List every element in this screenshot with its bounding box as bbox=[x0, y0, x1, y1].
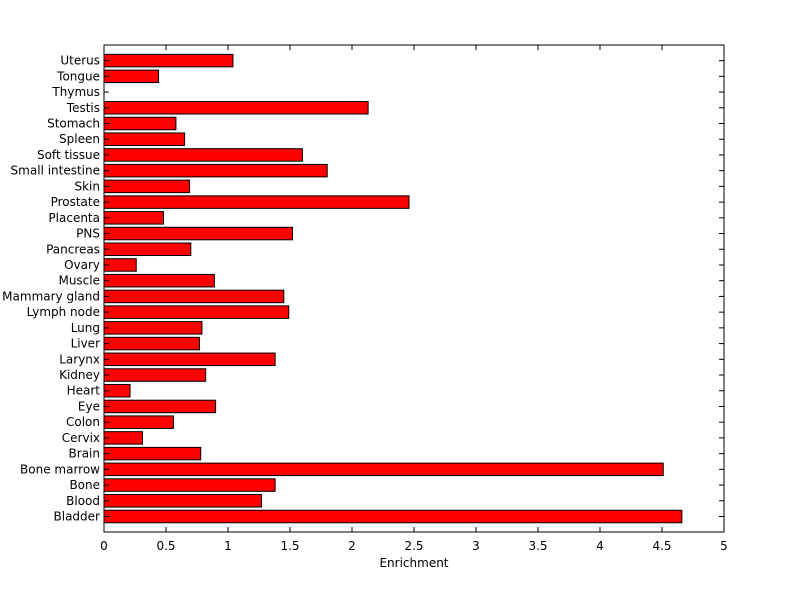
bar-colon bbox=[103, 415, 174, 429]
x-tick-label: 3.5 bbox=[528, 539, 547, 553]
y-tick-label: Eye bbox=[78, 399, 100, 413]
bar-small-intestine bbox=[103, 163, 328, 178]
y-tick-label: Soft tissue bbox=[37, 148, 100, 162]
x-tick-label: 0 bbox=[100, 539, 108, 553]
y-tick-label: Ovary bbox=[64, 258, 100, 272]
bar-bone-marrow bbox=[103, 462, 664, 477]
bar-bladder bbox=[103, 509, 683, 524]
bar-bone bbox=[103, 478, 276, 492]
y-tick-label: Testis bbox=[66, 101, 100, 115]
bar-uterus bbox=[103, 53, 234, 68]
bar-skin bbox=[103, 179, 191, 194]
y-tick-label: Mammary gland bbox=[2, 289, 100, 303]
x-tick-label: 0.5 bbox=[156, 539, 175, 553]
bar-blood bbox=[103, 494, 262, 508]
bar-placenta bbox=[103, 211, 165, 225]
y-tick-label: Muscle bbox=[58, 274, 100, 288]
bar-pancreas bbox=[103, 242, 192, 257]
y-tick-label: Heart bbox=[67, 384, 101, 398]
y-tick-label: Skin bbox=[74, 179, 100, 193]
bar-cervix bbox=[103, 431, 143, 445]
bars-group bbox=[103, 53, 683, 524]
x-tick-label: 2 bbox=[348, 539, 356, 553]
bar-testis bbox=[103, 101, 369, 115]
bar-lymph-node bbox=[103, 305, 290, 319]
y-tick-label: Spleen bbox=[59, 132, 100, 146]
x-tick-label: 1.5 bbox=[280, 539, 299, 553]
y-tick-label: PNS bbox=[76, 227, 100, 241]
plot-area bbox=[103, 44, 725, 533]
y-tick-label: Liver bbox=[71, 337, 101, 351]
bar-liver bbox=[103, 336, 200, 351]
bar-mammary-gland bbox=[103, 289, 285, 304]
x-axis-ticks: 0 0.5 1 1.5 2 2.5 3 3.5 4 4.5 5 bbox=[100, 45, 728, 553]
x-tick-label: 1 bbox=[224, 539, 232, 553]
x-tick-label: 2.5 bbox=[404, 539, 423, 553]
y-tick-label: Small intestine bbox=[11, 164, 100, 178]
x-tick-label: 4 bbox=[596, 539, 604, 553]
y-tick-label: Cervix bbox=[62, 431, 100, 445]
x-tick-label: 5 bbox=[720, 539, 728, 553]
bar-stomach bbox=[103, 116, 177, 131]
y-tick-label: Uterus bbox=[60, 54, 100, 68]
y-tick-label: Bladder bbox=[54, 510, 101, 524]
y-tick-label: Lymph node bbox=[27, 305, 100, 319]
bar-tongue bbox=[103, 69, 160, 84]
y-tick-label: Prostate bbox=[51, 195, 100, 209]
y-tick-label: Bone marrow bbox=[20, 462, 100, 476]
bar-soft-tissue bbox=[103, 148, 303, 162]
bar-kidney bbox=[103, 368, 207, 382]
x-axis-label: Enrichment bbox=[379, 556, 448, 570]
y-tick-label: Lung bbox=[71, 321, 100, 335]
bar-spleen bbox=[103, 132, 186, 146]
x-tick-label: 4.5 bbox=[652, 539, 671, 553]
bar-pns bbox=[103, 226, 293, 241]
x-tick-label: 3 bbox=[472, 539, 480, 553]
y-tick-label: Bone bbox=[69, 478, 100, 492]
bar-prostate bbox=[103, 195, 410, 209]
y-tick-label: Brain bbox=[69, 447, 100, 461]
bar-muscle bbox=[103, 273, 215, 288]
y-tick-label: Thymus bbox=[51, 85, 100, 99]
y-tick-label: Larynx bbox=[59, 352, 100, 366]
y-tick-label: Kidney bbox=[59, 368, 100, 382]
bar-brain bbox=[103, 446, 202, 461]
bar-eye bbox=[103, 399, 217, 414]
y-tick-label: Colon bbox=[66, 415, 100, 429]
y-tick-label: Stomach bbox=[47, 117, 100, 131]
y-tick-label: Pancreas bbox=[46, 242, 100, 256]
bar-lung bbox=[103, 321, 203, 335]
y-tick-label: Tongue bbox=[56, 69, 100, 83]
y-tick-label: Placenta bbox=[48, 211, 100, 225]
bar-larynx bbox=[103, 352, 276, 367]
y-tick-label: Blood bbox=[66, 494, 100, 508]
